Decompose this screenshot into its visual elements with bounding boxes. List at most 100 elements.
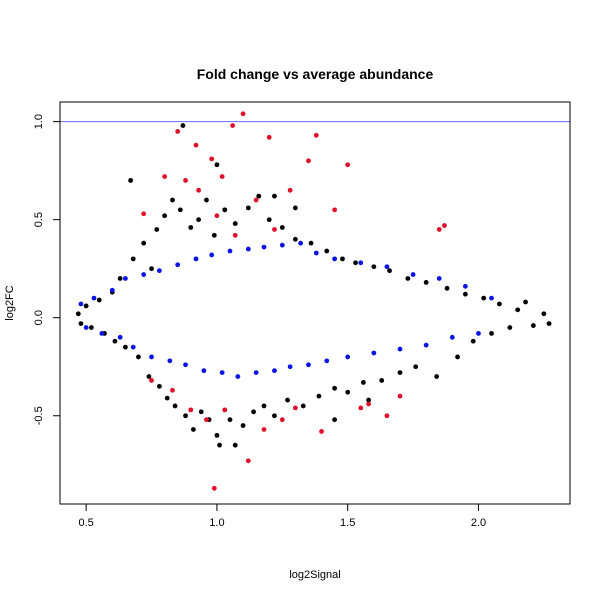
data-point bbox=[423, 342, 429, 348]
data-point bbox=[83, 303, 89, 309]
data-point bbox=[149, 266, 154, 272]
data-point bbox=[489, 330, 494, 336]
data-point bbox=[164, 395, 170, 401]
data-point bbox=[423, 280, 429, 285]
data-point bbox=[272, 193, 277, 199]
data-point bbox=[313, 132, 319, 138]
data-point bbox=[201, 368, 207, 374]
data-point bbox=[232, 442, 238, 448]
scatter-points bbox=[75, 111, 552, 491]
data-point bbox=[78, 321, 84, 326]
data-point bbox=[214, 213, 220, 219]
data-point bbox=[217, 442, 222, 448]
data-point bbox=[167, 358, 173, 364]
data-point bbox=[261, 403, 267, 409]
data-point bbox=[462, 291, 468, 297]
data-point bbox=[180, 123, 186, 128]
data-point bbox=[306, 362, 311, 368]
data-point bbox=[489, 295, 494, 301]
data-point bbox=[209, 156, 215, 162]
data-point bbox=[476, 330, 481, 336]
data-point bbox=[227, 417, 233, 423]
data-point bbox=[196, 217, 202, 223]
data-point bbox=[462, 283, 468, 289]
data-point bbox=[83, 325, 89, 330]
data-point bbox=[130, 344, 136, 350]
data-point bbox=[261, 427, 267, 432]
data-point bbox=[149, 354, 154, 360]
data-point bbox=[442, 223, 447, 228]
data-point bbox=[397, 393, 403, 399]
data-point bbox=[162, 213, 168, 219]
data-point bbox=[219, 174, 225, 179]
data-point bbox=[266, 134, 272, 140]
plot-frame bbox=[59, 101, 571, 505]
data-point bbox=[410, 272, 416, 277]
data-point bbox=[251, 409, 256, 415]
data-point bbox=[366, 401, 372, 407]
data-point bbox=[240, 111, 246, 117]
data-point bbox=[397, 370, 403, 376]
data-point bbox=[371, 264, 377, 270]
data-point bbox=[175, 129, 181, 134]
data-point bbox=[496, 301, 502, 307]
data-point bbox=[253, 370, 259, 376]
data-point bbox=[366, 397, 372, 403]
data-point bbox=[122, 276, 128, 281]
data-point bbox=[541, 311, 547, 317]
data-point bbox=[188, 407, 194, 413]
data-point bbox=[240, 423, 246, 428]
data-point bbox=[353, 260, 358, 266]
data-point bbox=[141, 240, 147, 246]
data-point bbox=[128, 178, 134, 183]
data-point bbox=[232, 232, 238, 238]
data-point bbox=[434, 374, 440, 379]
data-point bbox=[272, 413, 277, 419]
data-point bbox=[156, 268, 162, 274]
data-point bbox=[198, 409, 204, 415]
y-axis-label: log2FC bbox=[4, 285, 16, 321]
data-point bbox=[332, 256, 338, 262]
data-point bbox=[371, 350, 377, 356]
data-point bbox=[112, 338, 118, 344]
data-point bbox=[211, 485, 217, 491]
data-point bbox=[384, 264, 390, 270]
data-point bbox=[387, 268, 392, 274]
data-point bbox=[358, 260, 364, 266]
data-point bbox=[222, 207, 228, 213]
data-point bbox=[214, 162, 220, 168]
data-point bbox=[154, 227, 160, 232]
data-point bbox=[292, 405, 298, 411]
data-point bbox=[436, 227, 442, 232]
data-point bbox=[405, 276, 411, 281]
data-point bbox=[332, 385, 338, 391]
data-point bbox=[449, 334, 455, 340]
data-point bbox=[285, 397, 290, 403]
x-tick-label: 1.0 bbox=[209, 517, 224, 529]
data-point bbox=[397, 346, 403, 352]
data-point bbox=[232, 221, 238, 226]
data-point bbox=[190, 427, 196, 432]
data-point bbox=[183, 362, 188, 368]
data-point bbox=[455, 354, 460, 360]
data-point bbox=[211, 232, 217, 238]
x-tick-label: 0.5 bbox=[79, 517, 94, 529]
y-tick-label: 1.0 bbox=[33, 114, 45, 129]
data-point bbox=[91, 295, 97, 301]
data-point bbox=[204, 197, 209, 203]
data-point bbox=[324, 358, 330, 364]
data-point bbox=[136, 354, 141, 360]
data-point bbox=[272, 368, 277, 374]
data-point bbox=[188, 225, 194, 230]
data-point bbox=[279, 225, 285, 230]
data-point bbox=[141, 272, 147, 277]
data-point bbox=[444, 285, 450, 291]
data-point bbox=[515, 307, 521, 313]
data-point bbox=[149, 378, 154, 383]
data-point bbox=[99, 330, 105, 336]
data-point bbox=[316, 393, 322, 399]
y-tick-label: 0.5 bbox=[33, 212, 45, 227]
chart-title: Fold change vs average abundance bbox=[197, 66, 434, 82]
y-tick-label: -0.5 bbox=[33, 406, 45, 425]
